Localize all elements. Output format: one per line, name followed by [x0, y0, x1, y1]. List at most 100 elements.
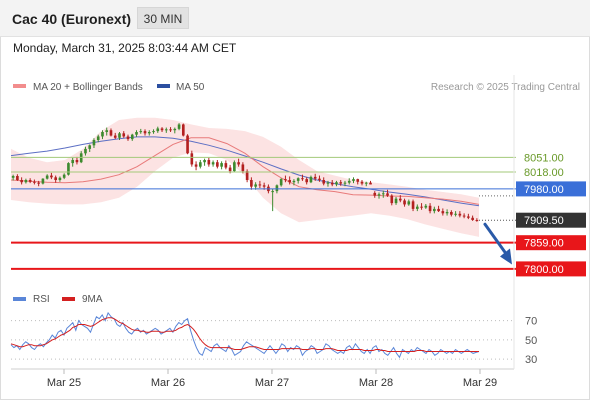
support-label-box — [516, 235, 586, 251]
bearish-candle — [160, 128, 164, 131]
bullish-candle — [152, 131, 155, 133]
bearish-candle — [186, 135, 189, 154]
bullish-candle — [381, 193, 385, 195]
bearish-candle — [250, 180, 253, 187]
bearish-candle — [428, 205, 432, 212]
bearish-candle — [28, 180, 32, 182]
bullish-candle — [254, 184, 257, 187]
bullish-candle — [177, 124, 181, 129]
bullish-candle — [275, 185, 279, 192]
interval-selector[interactable]: 30 MIN — [137, 7, 189, 29]
bullish-candle — [130, 134, 134, 140]
current-price-label: 7909.50 — [524, 215, 564, 227]
bullish-candle — [211, 162, 215, 165]
bearish-candle — [441, 211, 445, 214]
bullish-candle — [433, 208, 436, 212]
bearish-candle — [313, 176, 317, 179]
bearish-candle — [190, 153, 194, 165]
bullish-candle — [347, 180, 351, 183]
bearish-candle — [356, 179, 360, 182]
bearish-candle — [216, 162, 219, 167]
bullish-candle — [24, 180, 28, 183]
copyright-text: Research © 2025 Trading Central — [431, 82, 580, 93]
bullish-candle — [58, 177, 62, 180]
bearish-candle — [450, 212, 453, 215]
bearish-candle — [360, 181, 364, 184]
bearish-candle — [194, 164, 198, 167]
bearish-candle — [237, 162, 240, 165]
bearish-candle — [54, 177, 57, 180]
bullish-candle — [199, 162, 202, 167]
bearish-candle — [37, 182, 40, 184]
bearish-candle — [301, 178, 304, 180]
bearish-candle — [330, 182, 334, 185]
rsi-ma-line — [10, 317, 479, 352]
bullish-candle — [135, 132, 138, 135]
bullish-candle — [139, 131, 143, 133]
bearish-candle — [288, 180, 291, 183]
pivot-label: 7980.00 — [524, 184, 564, 196]
bullish-candle — [271, 191, 274, 193]
bullish-candle — [88, 145, 92, 149]
bullish-candle — [364, 182, 368, 184]
bollinger-band — [11, 117, 479, 237]
bullish-candle — [96, 136, 100, 140]
support-label: 7800.00 — [524, 264, 564, 276]
bearish-candle — [458, 213, 462, 216]
rsi-tick-label: 30 — [525, 354, 537, 366]
rsi-legend: RSI 9MA — [13, 294, 103, 305]
support-label: 7859.00 — [524, 238, 564, 250]
bearish-candle — [386, 193, 389, 196]
chart-header: Cac 40 (Euronext) 30 MIN — [0, 0, 590, 37]
bollinger-legend-swatch — [13, 84, 26, 88]
bearish-candle — [284, 179, 287, 181]
pivot-label-box — [516, 181, 586, 197]
price-levels: 8051.00 8018.00 7980.00 7909.50 7859.00 7800.… — [11, 152, 586, 277]
bearish-candle — [143, 131, 147, 134]
bearish-candle — [126, 136, 130, 140]
bearish-candle — [398, 198, 402, 201]
instrument-title: Cac 40 (Euronext) — [12, 11, 132, 27]
rsi-tick-label: 50 — [525, 335, 537, 347]
bullish-candle — [118, 133, 121, 138]
bullish-candle — [309, 176, 313, 183]
bullish-candle — [105, 130, 109, 132]
bullish-candle — [203, 160, 206, 163]
bullish-candle — [220, 163, 223, 167]
bearish-candle — [109, 130, 113, 136]
bullish-candle — [335, 182, 338, 185]
current-price-label-box — [516, 212, 586, 228]
bearish-candle — [462, 215, 466, 217]
bullish-candle — [394, 198, 398, 204]
time-axis: Mar 25 Mar 26 Mar 27 Mar 28 Mar 29 — [11, 75, 515, 389]
rsi-ma-legend-swatch — [62, 297, 75, 301]
bullish-candle — [279, 179, 283, 186]
bearish-candle — [305, 179, 309, 183]
bearish-candle — [420, 206, 423, 208]
rsi-tick-label: 70 — [525, 316, 537, 328]
bearish-candle — [169, 129, 172, 131]
time-tick-label: Mar 29 — [463, 377, 497, 389]
bearish-candle — [122, 133, 126, 137]
bearish-candle — [75, 160, 79, 163]
ma50-legend-swatch — [157, 84, 170, 88]
support-label-box — [516, 261, 586, 277]
price-legend: MA 20 + Bollinger Bands MA 50 Research ©… — [13, 82, 580, 93]
bearish-candle — [258, 184, 262, 186]
bearish-candle — [33, 181, 36, 183]
bearish-candle — [403, 200, 406, 205]
ma50-line — [10, 136, 480, 207]
rsi-legend-swatch — [13, 297, 26, 301]
bullish-candle — [45, 175, 49, 179]
timestamp: Monday, March 31, 2025 8:03:44 AM CET — [13, 41, 237, 55]
resistance-label: 8051.00 — [524, 152, 564, 164]
bullish-candle — [71, 160, 75, 164]
bearish-candle — [224, 163, 228, 168]
time-axis-ticks: Mar 25 Mar 26 Mar 27 Mar 28 Mar 29 — [47, 369, 497, 389]
bullish-candle — [11, 176, 15, 178]
bullish-candle — [326, 182, 330, 184]
rsi-line — [10, 311, 480, 359]
bearish-candle — [241, 164, 245, 172]
bullish-candle — [101, 132, 104, 137]
bearish-candle — [467, 216, 470, 218]
